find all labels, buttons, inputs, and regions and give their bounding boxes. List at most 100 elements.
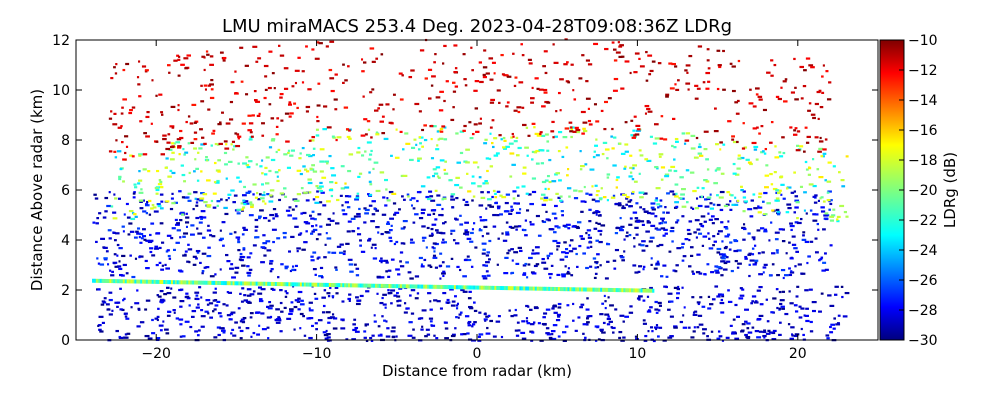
scan-cell [612, 164, 617, 167]
scan-cell [714, 265, 719, 268]
scan-cell [466, 255, 470, 258]
scan-cell [222, 281, 226, 286]
scan-cell [841, 185, 846, 188]
scan-cell [238, 326, 241, 329]
scan-cell [434, 189, 438, 192]
scan-cell [712, 203, 716, 206]
scan-cell [412, 328, 415, 331]
scan-cell [506, 252, 510, 255]
scan-cell [578, 244, 582, 248]
scan-cell [676, 219, 680, 222]
scan-cell [628, 223, 633, 226]
scan-cell [733, 239, 737, 242]
scan-cell [444, 285, 447, 290]
scan-cell [234, 92, 238, 95]
scan-cell [277, 148, 281, 152]
scan-cell [241, 321, 246, 324]
scan-cell [279, 330, 283, 333]
scan-cell [246, 256, 251, 259]
scan-cell [695, 236, 698, 239]
scan-cell [695, 136, 699, 140]
scan-cell [784, 78, 788, 81]
scan-cell [390, 154, 393, 157]
scan-cell [685, 132, 691, 135]
scan-cell [221, 281, 224, 286]
scan-cell [648, 73, 652, 76]
scan-cell [760, 151, 764, 154]
scan-cell [334, 108, 338, 111]
scan-cell [821, 75, 824, 78]
scan-cell [363, 330, 367, 333]
scan-cell [324, 160, 329, 163]
scan-cell [241, 194, 247, 197]
scan-cell [272, 207, 277, 211]
scan-cell [618, 336, 622, 340]
scan-cell [426, 176, 431, 179]
scan-cell [347, 258, 353, 261]
scan-cell [503, 272, 509, 275]
scan-cell [459, 285, 462, 290]
scan-cell [347, 195, 352, 198]
scan-cell [681, 259, 685, 262]
scan-cell [209, 63, 214, 66]
scan-cell [619, 216, 622, 220]
scan-cell [316, 41, 320, 44]
scan-cell [763, 329, 767, 332]
scan-cell [482, 73, 486, 77]
scan-cell [97, 278, 101, 283]
scan-cell [377, 231, 380, 234]
scan-cell [356, 212, 361, 216]
scan-cell [671, 62, 676, 66]
scan-cell [233, 194, 238, 197]
scan-cell [674, 195, 679, 198]
scan-cell [785, 211, 790, 214]
scan-cell [397, 273, 401, 276]
scan-cell [181, 196, 186, 199]
scan-cell [527, 263, 531, 266]
scan-cell [318, 201, 323, 204]
scan-cell [455, 316, 458, 319]
scan-cell [794, 333, 800, 336]
scan-cell [789, 126, 793, 129]
scan-cell [137, 307, 141, 310]
scan-cell [776, 251, 779, 254]
scan-cell [505, 233, 510, 236]
scan-cell [420, 208, 426, 211]
scan-cell [455, 285, 459, 290]
scan-cell [315, 185, 319, 188]
scan-cell [841, 295, 844, 299]
scan-cell [557, 287, 561, 292]
scan-cell [485, 332, 491, 335]
scan-cell [195, 280, 199, 285]
scan-cell [641, 249, 646, 252]
scan-cell [279, 289, 283, 292]
scan-cell [481, 242, 487, 245]
scan-cell [311, 48, 315, 51]
scan-cell [301, 282, 305, 287]
scan-cell [267, 219, 271, 222]
scan-cell [725, 336, 730, 339]
scan-cell [701, 187, 705, 190]
scan-cell [258, 298, 263, 301]
scan-cell [427, 68, 433, 71]
scan-cell [778, 151, 782, 154]
scan-cell [627, 288, 630, 293]
scan-cell [711, 222, 715, 225]
scan-cell [504, 201, 509, 205]
scan-cell [288, 312, 293, 316]
scan-cell [379, 171, 385, 174]
scan-cell [95, 278, 99, 283]
scan-cell [597, 210, 601, 214]
scan-cell [658, 222, 662, 225]
scan-cell [822, 64, 825, 67]
scan-cell [264, 75, 268, 78]
scan-cell [134, 186, 138, 189]
scan-cell [814, 136, 819, 139]
scan-cell [362, 95, 365, 98]
scan-cell [778, 228, 783, 231]
scan-cell [195, 294, 199, 297]
scan-cell [273, 87, 276, 90]
scan-cell [396, 284, 399, 289]
scan-cell [634, 271, 639, 274]
scan-cell [641, 240, 646, 243]
